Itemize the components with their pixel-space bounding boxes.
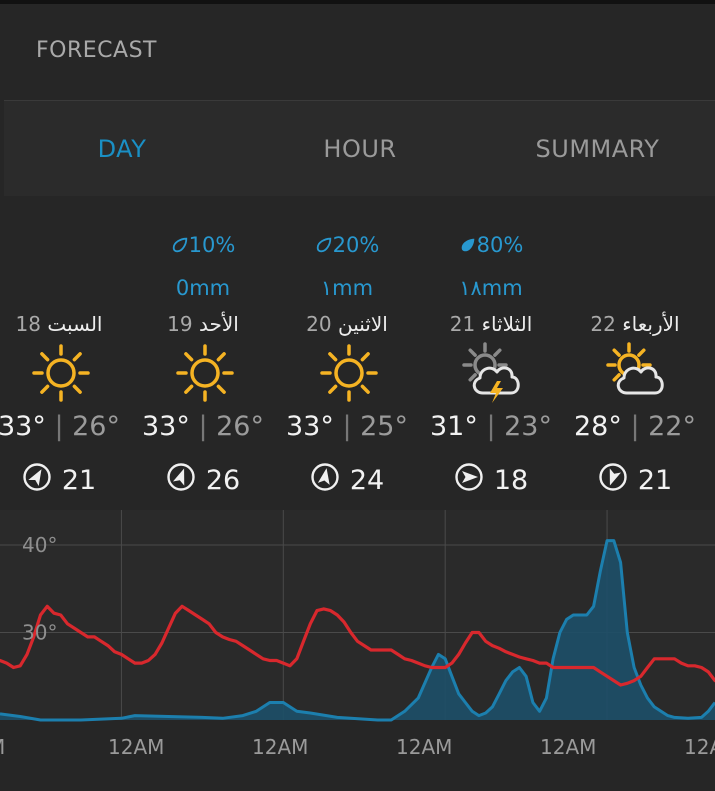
partly-cloudy-icon <box>605 341 669 405</box>
y-tick-label: 40° <box>22 533 57 557</box>
high-temp: 31° <box>430 411 478 442</box>
wind: 18 <box>416 462 566 499</box>
rain-chance: 10% <box>128 233 278 257</box>
high-temp: 28° <box>574 411 622 442</box>
status-bar-edge <box>0 0 715 4</box>
day-name: الأربعاء <box>622 312 680 336</box>
rain-chance: 20% <box>272 233 422 257</box>
low-temp: 23° <box>504 411 552 442</box>
day-name: الأحد <box>198 312 239 336</box>
drop-outline-icon <box>171 233 189 257</box>
day-label: الاثنين 20 <box>272 312 422 336</box>
low-temp: 26° <box>216 411 264 442</box>
wind: 26 <box>128 462 278 499</box>
sun-icon <box>173 341 237 405</box>
x-tick-label: M <box>0 735 5 759</box>
sun-icon <box>29 341 93 405</box>
wind: 24 <box>272 462 422 499</box>
wind-direction-icon <box>598 462 628 499</box>
temperature-line <box>0 604 715 687</box>
x-tick-label: 12AM <box>108 735 164 759</box>
wind-direction-icon <box>454 462 484 499</box>
wind-speed: 18 <box>493 465 529 496</box>
temperature-range: 31° | 23° <box>430 411 552 442</box>
rain-amount: ١mm <box>320 276 374 300</box>
low-temp: 22° <box>648 411 696 442</box>
forecast-chart[interactable]: 40° 30° M 12AM 12AM 12AM 12AM 12A <box>0 510 715 760</box>
day-number: 18 <box>15 312 41 336</box>
day-number: 22 <box>590 312 616 336</box>
day-column[interactable]: 20% ١mm الاثنين 20 33° | 25° 24 <box>272 228 422 498</box>
rain-amount: 0mm <box>175 276 231 300</box>
temperature-range: 33° | 25° <box>286 411 408 442</box>
wind: 21 <box>560 462 710 499</box>
x-tick-label: 12AM <box>396 735 452 759</box>
temperature-range: 33° | 26° <box>0 411 120 442</box>
rain-chance: 80% <box>416 233 566 257</box>
wind-direction-icon <box>310 462 340 499</box>
rain-line <box>0 539 715 722</box>
day-label: الثلاثاء 21 <box>416 312 566 336</box>
day-column[interactable]: 10% 0mm الأحد 19 33° | 26° 26 <box>128 228 278 498</box>
temperature-range: 33° | 26° <box>142 411 264 442</box>
drop-outline-icon <box>315 233 333 257</box>
tab-day[interactable]: DAY <box>97 134 147 163</box>
day-number: 19 <box>167 312 193 336</box>
drop-filled-icon <box>459 233 477 257</box>
day-name: الثلاثاء <box>481 312 533 336</box>
sun-icon <box>317 341 381 405</box>
wind-speed: 24 <box>349 465 385 496</box>
thunderstorm-icon <box>461 341 525 405</box>
high-temp: 33° <box>142 411 190 442</box>
temperature-range: 28° | 22° <box>574 411 696 442</box>
y-tick-label: 30° <box>22 621 57 645</box>
low-temp: 25° <box>360 411 408 442</box>
day-name: السبت <box>47 312 103 336</box>
tab-hour[interactable]: HOUR <box>323 134 397 163</box>
wind-speed: 26 <box>205 465 241 496</box>
day-label: الأحد 19 <box>128 312 278 336</box>
x-tick-label: 12AM <box>540 735 596 759</box>
day-name: الاثنين <box>337 312 388 336</box>
chart-svg: 40° 30° M 12AM 12AM 12AM 12AM 12A <box>0 510 715 759</box>
wind-direction-icon <box>22 462 52 499</box>
divider <box>4 100 715 101</box>
high-temp: 33° <box>0 411 46 442</box>
low-temp: 26° <box>72 411 120 442</box>
page-title: FORECAST <box>36 38 157 63</box>
day-label: الأربعاء 22 <box>560 312 710 336</box>
rain-amount: ١٨mm <box>459 276 523 300</box>
wind-speed: 21 <box>61 465 97 496</box>
rain-area <box>0 540 715 720</box>
day-number: 21 <box>449 312 476 336</box>
wind: 21 <box>0 462 134 499</box>
day-column[interactable]: 80% ١٨mm الثلاثاء 21 31° | 23° 18 <box>416 228 566 498</box>
day-number: 20 <box>306 312 332 336</box>
high-temp: 33° <box>286 411 334 442</box>
wind-speed: 21 <box>637 465 673 496</box>
tab-bar: DAY HOUR SUMMARY <box>4 101 715 196</box>
day-column[interactable]: الأربعاء 22 28° | 22° 21 <box>560 228 710 498</box>
day-column[interactable]: السبت 18 33° | 26° 21 <box>0 228 134 498</box>
wind-direction-icon <box>166 462 196 499</box>
day-label: السبت 18 <box>0 312 134 336</box>
tab-summary[interactable]: SUMMARY <box>535 134 660 163</box>
x-tick-label: 12AM <box>252 735 308 759</box>
x-tick-label: 12A <box>684 735 715 759</box>
